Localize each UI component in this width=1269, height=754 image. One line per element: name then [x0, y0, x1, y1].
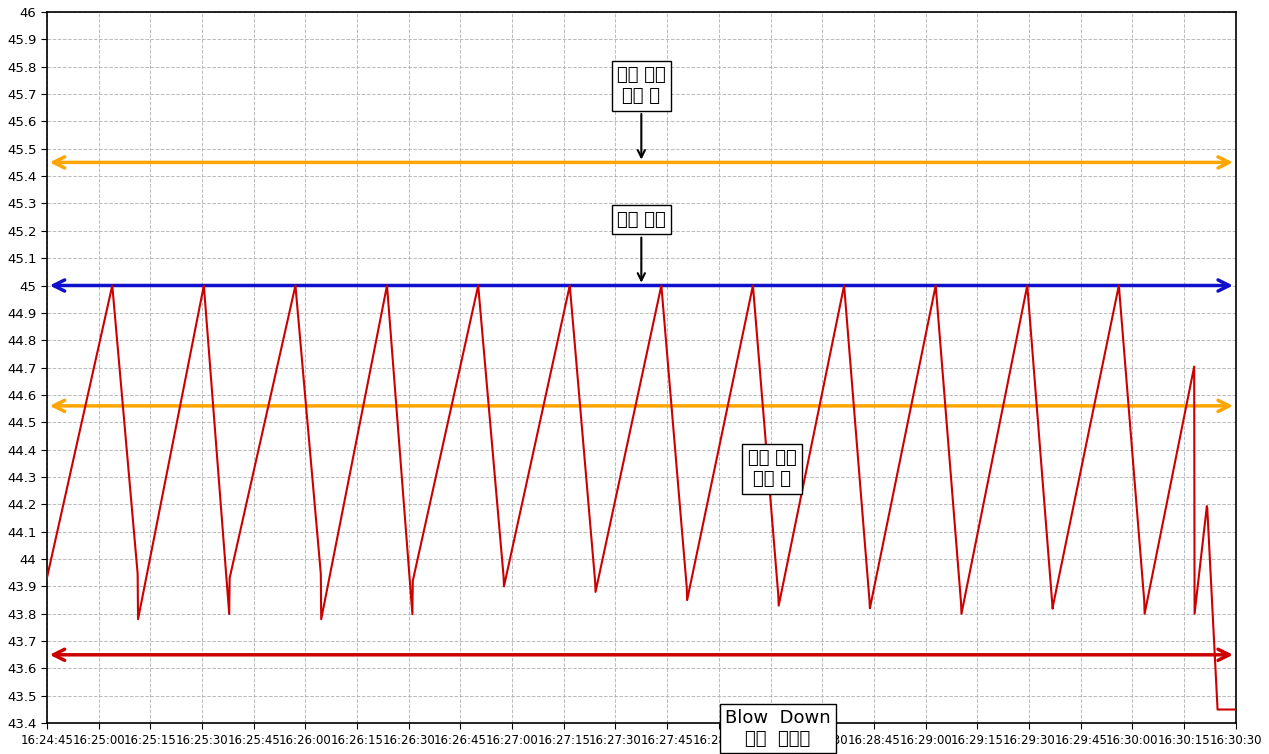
Text: 설정 압력
하한 값: 설정 압력 하한 값 [747, 449, 797, 488]
Text: 설정 압력: 설정 압력 [617, 211, 666, 280]
Text: Blow  Down
허용  한계선: Blow Down 허용 한계선 [726, 710, 831, 748]
Text: 설정 압력
상한 값: 설정 압력 상한 값 [617, 66, 666, 158]
